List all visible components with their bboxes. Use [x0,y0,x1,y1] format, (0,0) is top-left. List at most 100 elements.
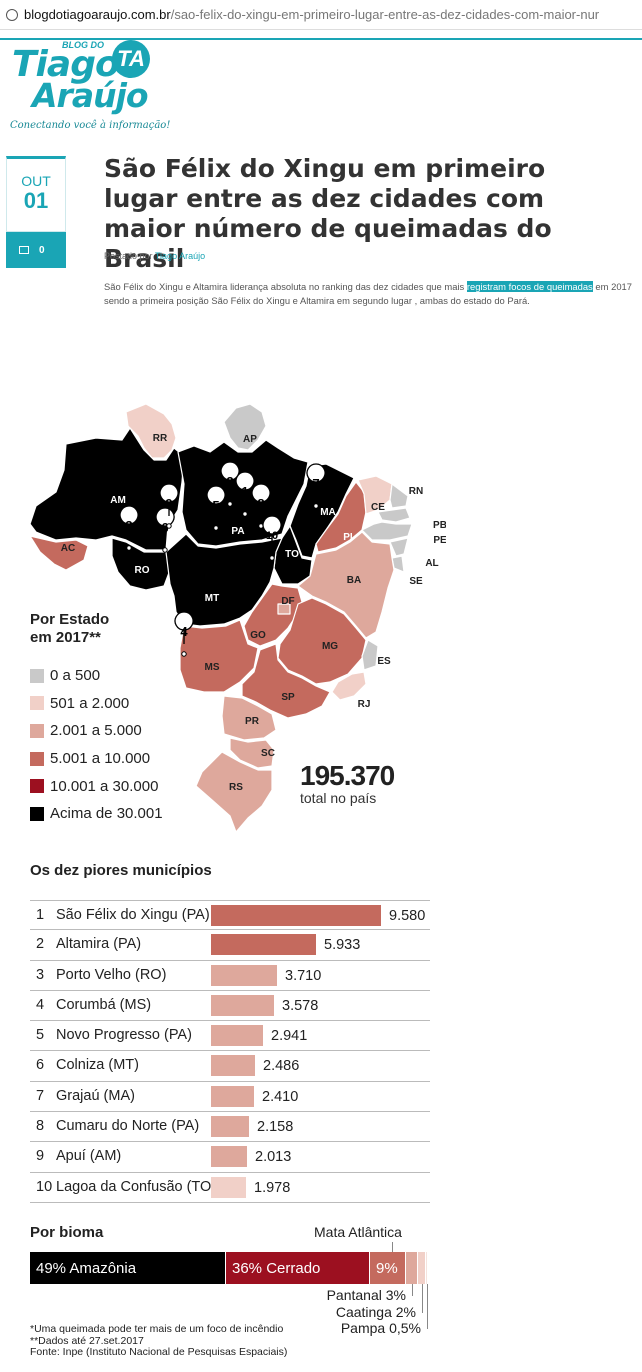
label-al: AL [425,558,438,569]
ranking-value: 1.978 [254,1179,291,1196]
post-title[interactable]: São Félix do Xingu em primeiro lugar ent… [104,154,552,273]
label-to: TO [285,549,299,560]
state-ap [223,403,267,451]
ranking-row: 5 Novo Progresso (PA) 2.941 [30,1021,430,1052]
ranking-title: Os dez piores municípios [30,862,212,879]
ranking-rank: 4 [36,996,45,1013]
state-mg [277,597,367,685]
comments-link[interactable]: 0 [6,232,66,268]
logo-badge: TA [112,40,150,78]
state-ms [179,619,259,693]
address-bar[interactable]: blogdotiagoaraujo.com.br/sao-felix-do-xi… [0,0,642,30]
label-pi: PI [343,532,353,543]
pin-8: 8 [251,483,271,529]
ranking-bar [211,1116,249,1138]
biome-tick [427,1284,428,1329]
label-df: DF [281,596,294,607]
intro-text-1: São Félix do Xingu e Altamira liderança … [104,281,467,292]
legend-swatch [30,723,44,738]
state-df [277,603,291,615]
state-ce [357,475,393,515]
ranking-rank: 10 [36,1178,53,1195]
ranking-value: 2.486 [263,1058,300,1075]
ranking-row: 2 Altamira (PA) 5.933 [30,930,430,961]
biome-mata-tick [392,1242,393,1252]
label-sc: SC [261,748,275,759]
ranking-rank: 6 [36,1057,45,1074]
biome-segment: 9% [370,1252,406,1284]
post-date: OUT 01 [6,156,66,232]
svg-text:2: 2 [226,474,233,489]
pin-6: 6 [155,507,175,553]
ranking-row: 10 Lagoa da Confusão (TO) 1.978 [30,1173,430,1203]
map-legend: 0 a 500 501 a 2.000 2.001 a 5.000 5.001 a 1… [30,662,163,828]
ranking-rank: 2 [36,936,45,953]
legend-item: 501 a 2.000 [30,690,163,718]
post-month: OUT [21,173,51,189]
state-pe [361,521,413,541]
ranking-value: 3.578 [282,997,319,1014]
biome-small-label: Pantanal 3% [326,1287,406,1303]
ranking-city: Novo Progresso (PA) [56,1027,192,1044]
site-logo[interactable]: BLOG DO Tiago Araújo TA Conectando você … [10,40,170,140]
ranking-bar [211,964,277,986]
ranking-value: 5.933 [324,937,361,954]
ranking-value: 2.013 [255,1149,292,1166]
svg-text:6: 6 [161,520,168,535]
post-intro: São Félix do Xingu e Altamira liderança … [104,280,632,307]
biome-small-label: Caatinga 2% [335,1303,416,1320]
pin-10: 10 [262,515,282,561]
logo-line1: Tiago [12,44,120,85]
ranking-city: Colniza (MT) [56,1057,139,1074]
header-divider [0,38,642,40]
legend-label: 10.001 a 30.000 [50,777,159,795]
total-number: 195.370 [300,760,395,791]
legend-swatch [30,779,44,794]
svg-text:8: 8 [257,496,264,511]
legend-title-line1: Por Estado [30,611,110,628]
label-go: GO [250,630,266,641]
footnote-1: *Uma queimada pode ter mais de um foco d… [30,1323,284,1335]
post-day: 01 [23,188,49,213]
svg-text:4: 4 [180,624,188,639]
legend-item: 0 a 500 [30,662,163,690]
pin-1: 1 [235,471,255,517]
ranking-row: 9 Apuí (AM) 2.013 [30,1142,430,1173]
svg-text:10: 10 [266,530,278,542]
url-path: /sao-felix-do-xingu-em-primeiro-lugar-en… [170,7,600,22]
ranking-city: Porto Velho (RO) [56,966,167,983]
footnote-2: **Dados até 27.set.2017 [30,1334,144,1347]
state-es [361,639,379,671]
ranking-bar [211,994,274,1016]
logo-blog-do: BLOG DO [62,40,104,50]
ranking-city: São Félix do Xingu (PA) [56,907,210,923]
author-link[interactable]: Tiago Araújo [154,251,206,261]
footnote-source: Fonte: Inpe (Instituto Nacional de Pesqu… [30,1346,288,1358]
biome-segment: 49% Amazônia [30,1252,226,1284]
state-rj [331,671,367,701]
label-pe: PE [433,535,446,546]
legend-swatch [30,696,44,711]
label-rj: RJ [358,699,371,710]
ranking-value: 2.410 [262,1088,299,1105]
legend-label: 5.001 a 10.000 [50,750,151,768]
ranking-bar [211,934,316,956]
pin-7: 7 [306,463,326,509]
biome-mata-label: Mata Atlântica [314,1224,402,1240]
state-sp [241,643,331,719]
comment-count: 0 [39,244,45,256]
state-ba [297,531,395,639]
state-rr [125,403,177,459]
label-ms: MS [205,662,220,673]
info-icon[interactable] [6,8,18,21]
legend-swatch [30,806,44,821]
biome-tick [412,1284,413,1296]
label-ro: RO [135,565,150,576]
legend-swatch [30,751,44,766]
legend-item: Acima de 30.001 [30,800,163,828]
ranking-city: Grajaú (MA) [56,1087,135,1104]
ranking-rank: 5 [36,1027,45,1044]
logo-slogan: Conectando você à informação! [10,120,171,131]
label-am: AM [110,495,126,506]
state-rn [389,483,409,509]
